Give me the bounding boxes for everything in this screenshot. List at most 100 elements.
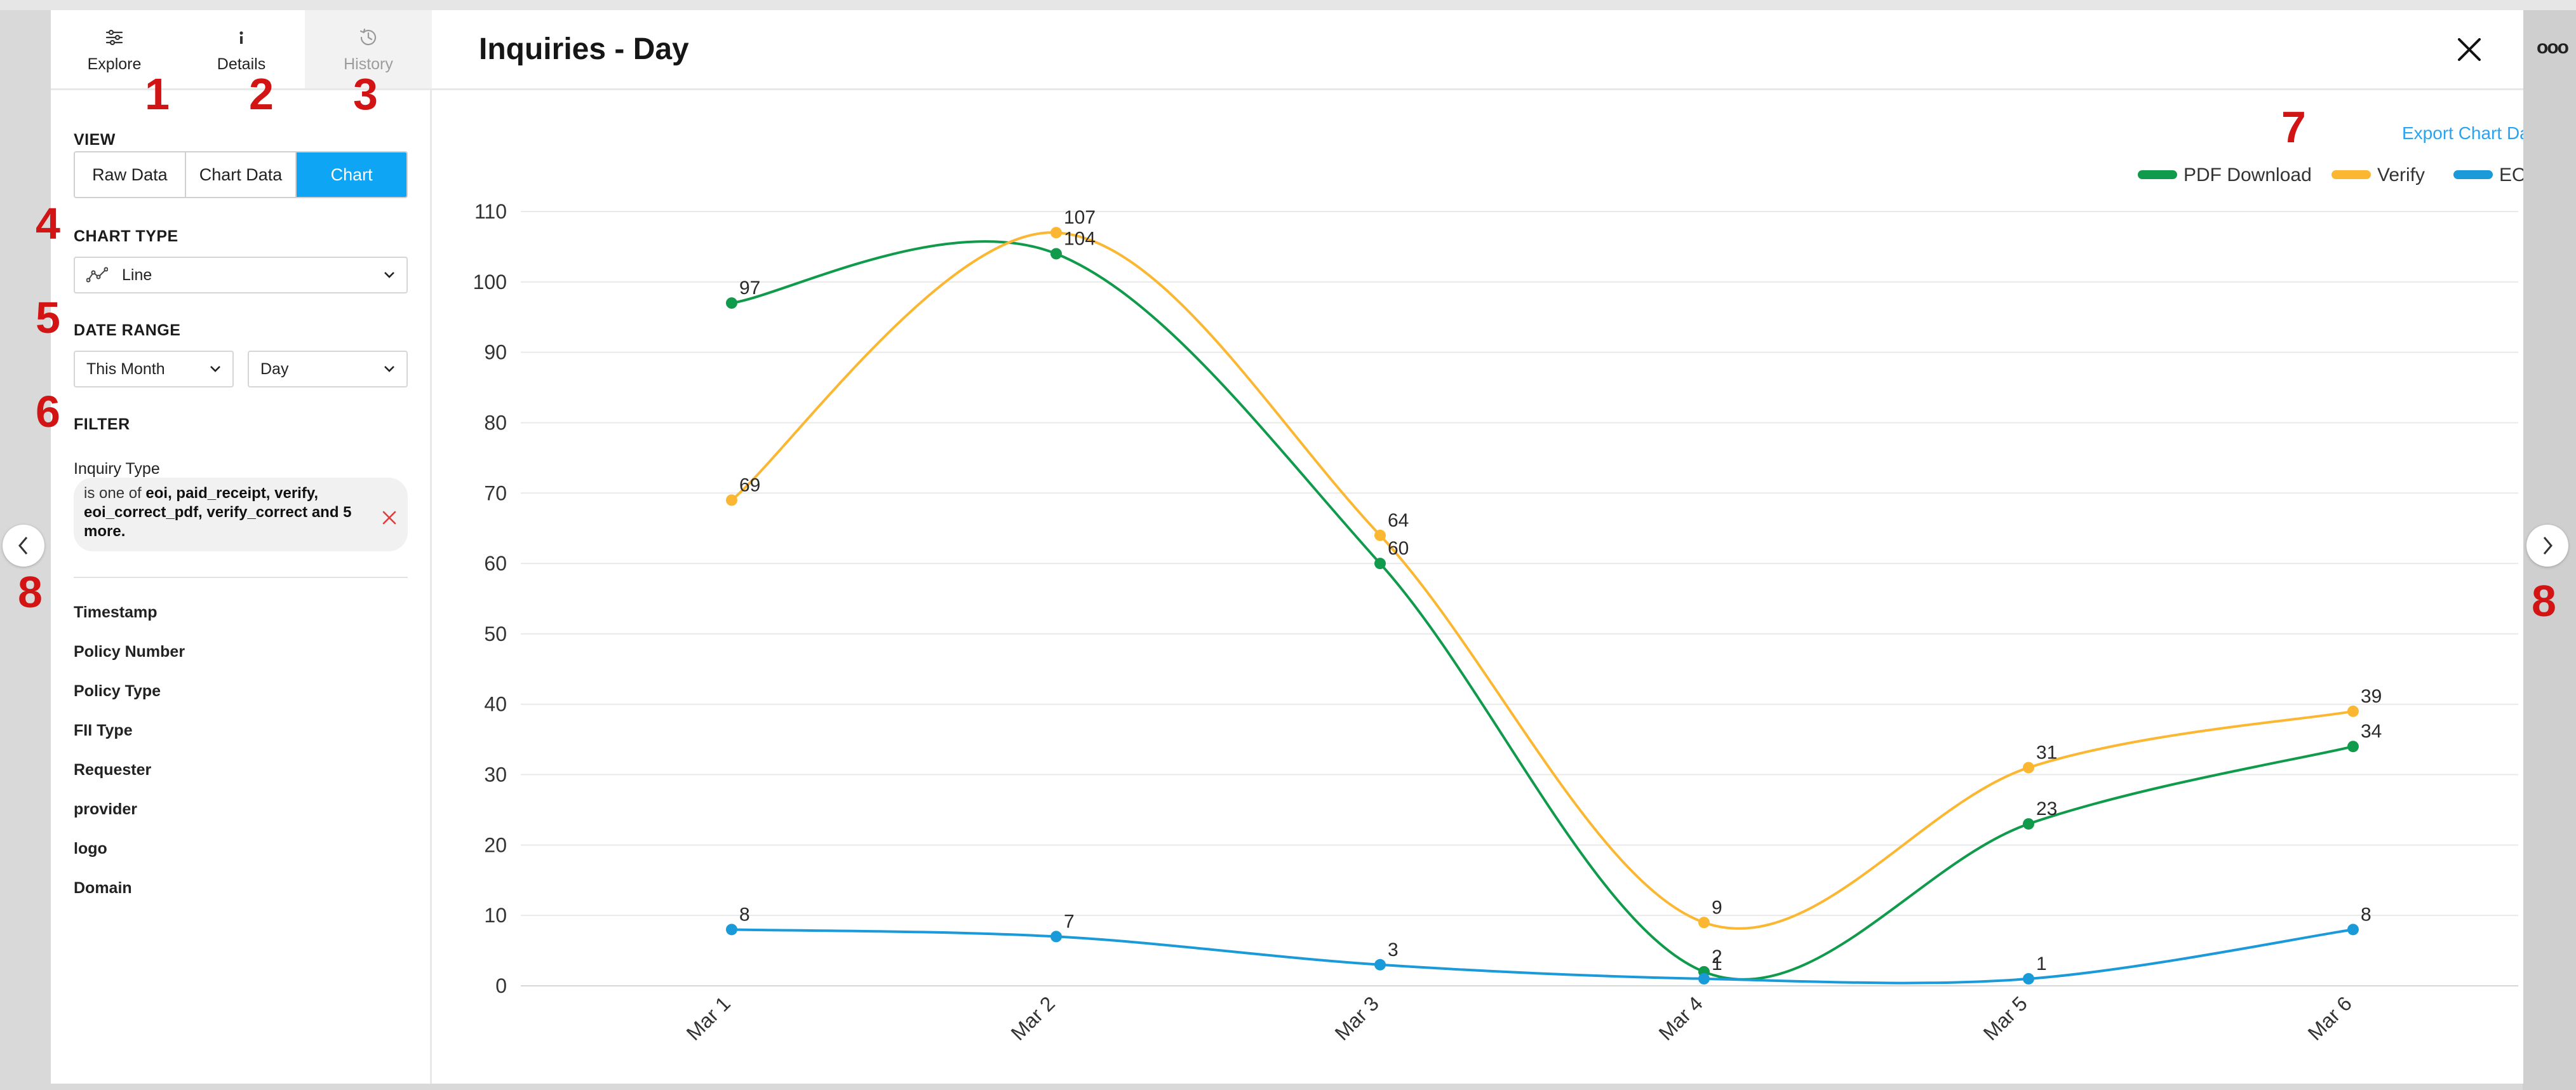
view-toggle: Raw Data Chart Data Chart: [74, 151, 408, 198]
annotation-5: 5: [36, 293, 60, 342]
data-label: 3: [1388, 939, 1399, 960]
annotation-8-left: 8: [18, 567, 43, 617]
data-point: [1050, 227, 1062, 239]
data-label: 107: [1064, 207, 1096, 228]
main-header: Inquiries - Day: [432, 10, 2523, 90]
date-range-label: DATE RANGE: [74, 321, 181, 339]
y-tick-label: 110: [474, 200, 507, 223]
field-fii-type[interactable]: FII Type: [74, 722, 133, 739]
chevron-left-icon: [18, 537, 28, 555]
series-line-eoi: [731, 928, 2354, 985]
data-point: [2347, 741, 2359, 753]
y-tick-label: 20: [484, 833, 507, 856]
annotation-4: 4: [36, 199, 60, 248]
chart-type-select[interactable]: Line: [74, 257, 408, 293]
x-tick-label: Mar 6: [2304, 992, 2356, 1044]
data-point: [2023, 972, 2034, 985]
tab-history[interactable]: History: [305, 10, 432, 88]
background-app-bar: [0, 0, 2576, 10]
line-chart: 0 10 20 30 40 50 60 70 80 90 100 110 Mar 1 Mar 2 Mar 3…: [473, 165, 2523, 1045]
data-label: 2: [1712, 946, 1722, 967]
field-policy-type[interactable]: Policy Type: [74, 682, 161, 700]
annotation-1: 1: [145, 69, 170, 119]
data-point: [2023, 762, 2034, 774]
date-range-value: This Month: [86, 360, 165, 378]
filter-prefix: is one of: [84, 485, 142, 502]
data-label: 23: [2036, 798, 2057, 819]
field-policy-number[interactable]: Policy Number: [74, 643, 185, 661]
view-label: VIEW: [74, 131, 116, 149]
chevron-down-icon: [210, 365, 221, 373]
chart-button[interactable]: Chart: [297, 152, 406, 197]
granularity-value: Day: [260, 360, 289, 378]
data-point: [726, 494, 737, 506]
annotation-8-right: 8: [2532, 576, 2556, 626]
data-point: [726, 297, 737, 309]
filter-label: FILTER: [74, 415, 130, 433]
data-point: [1698, 972, 1710, 985]
raw-data-button[interactable]: Raw Data: [75, 152, 186, 197]
chart-type-label: CHART TYPE: [74, 227, 178, 245]
series-line-verify: [730, 231, 2354, 930]
x-tick-label: Mar 1: [682, 992, 735, 1044]
granularity-select[interactable]: Day: [248, 351, 408, 387]
field-domain[interactable]: Domain: [74, 879, 132, 897]
annotation-3: 3: [353, 69, 378, 119]
legend-label: Verify: [2377, 165, 2425, 185]
data-label: 104: [1064, 228, 1096, 249]
more-options-icon[interactable]: ooo: [2537, 37, 2569, 58]
data-point: [1050, 931, 1062, 943]
x-tick-label: Mar 3: [1331, 992, 1383, 1044]
previous-chart-button[interactable]: [3, 525, 44, 567]
x-tick-label: Mar 5: [1979, 992, 2032, 1044]
page-title: Inquiries - Day: [479, 32, 689, 66]
data-label: 1: [1712, 953, 1722, 974]
data-label: 69: [739, 474, 760, 495]
legend-swatch: [2453, 170, 2493, 179]
y-tick-label: 80: [484, 411, 507, 434]
field-timestamp[interactable]: Timestamp: [74, 603, 158, 621]
y-tick-label: 90: [484, 341, 507, 364]
data-point: [1374, 558, 1386, 570]
line-chart-icon: [86, 267, 108, 283]
field-provider[interactable]: provider: [74, 800, 138, 818]
close-icon[interactable]: [2457, 37, 2482, 65]
chart-data-button[interactable]: Chart Data: [185, 152, 297, 197]
data-label: 34: [2361, 721, 2382, 742]
legend-swatch: [2331, 170, 2371, 179]
data-label: 39: [2361, 686, 2382, 707]
next-chart-button[interactable]: [2526, 525, 2568, 567]
y-tick-label: 50: [484, 622, 507, 645]
export-chart-data-link[interactable]: Export Chart Data: [2402, 123, 2523, 143]
legend-label: PDF Download: [2184, 165, 2312, 185]
chevron-down-icon: [384, 365, 395, 373]
field-requester[interactable]: Requester: [74, 761, 152, 779]
series-line-pdf-download: [731, 240, 2354, 981]
data-point: [726, 924, 737, 936]
remove-filter-icon[interactable]: [381, 509, 398, 529]
chart-type-value: Line: [122, 266, 152, 284]
y-tick-label: 70: [484, 481, 507, 504]
main-panel: Inquiries - Day Export Chart Data 0 10 20 3…: [432, 10, 2523, 1084]
data-label: 9: [1712, 897, 1722, 918]
annotation-7: 7: [2281, 102, 2306, 152]
sidebar-tabs: Explore Details: [51, 10, 432, 90]
legend-swatch: [2138, 170, 2177, 179]
info-icon: [235, 25, 248, 50]
filter-chip[interactable]: is one of eoi, paid_receipt, verify, eoi…: [74, 478, 408, 551]
filter-field-name: Inquiry Type: [74, 460, 160, 478]
data-label: 60: [1388, 538, 1409, 559]
tab-details-label: Details: [217, 55, 266, 73]
chart-modal: Explore Details: [51, 10, 2523, 1084]
data-point: [1050, 248, 1062, 260]
date-range-select[interactable]: This Month: [74, 351, 234, 387]
data-point: [2347, 705, 2359, 717]
annotation-6: 6: [36, 387, 60, 436]
tab-details[interactable]: Details: [178, 10, 305, 88]
tab-explore[interactable]: Explore: [51, 10, 178, 88]
field-logo[interactable]: logo: [74, 840, 107, 858]
y-tick-label: 60: [484, 552, 507, 575]
annotation-2: 2: [249, 69, 274, 119]
filter-values: eoi, paid_receipt, verify, eoi_correct_p…: [84, 485, 352, 540]
data-label: 8: [2361, 904, 2371, 925]
